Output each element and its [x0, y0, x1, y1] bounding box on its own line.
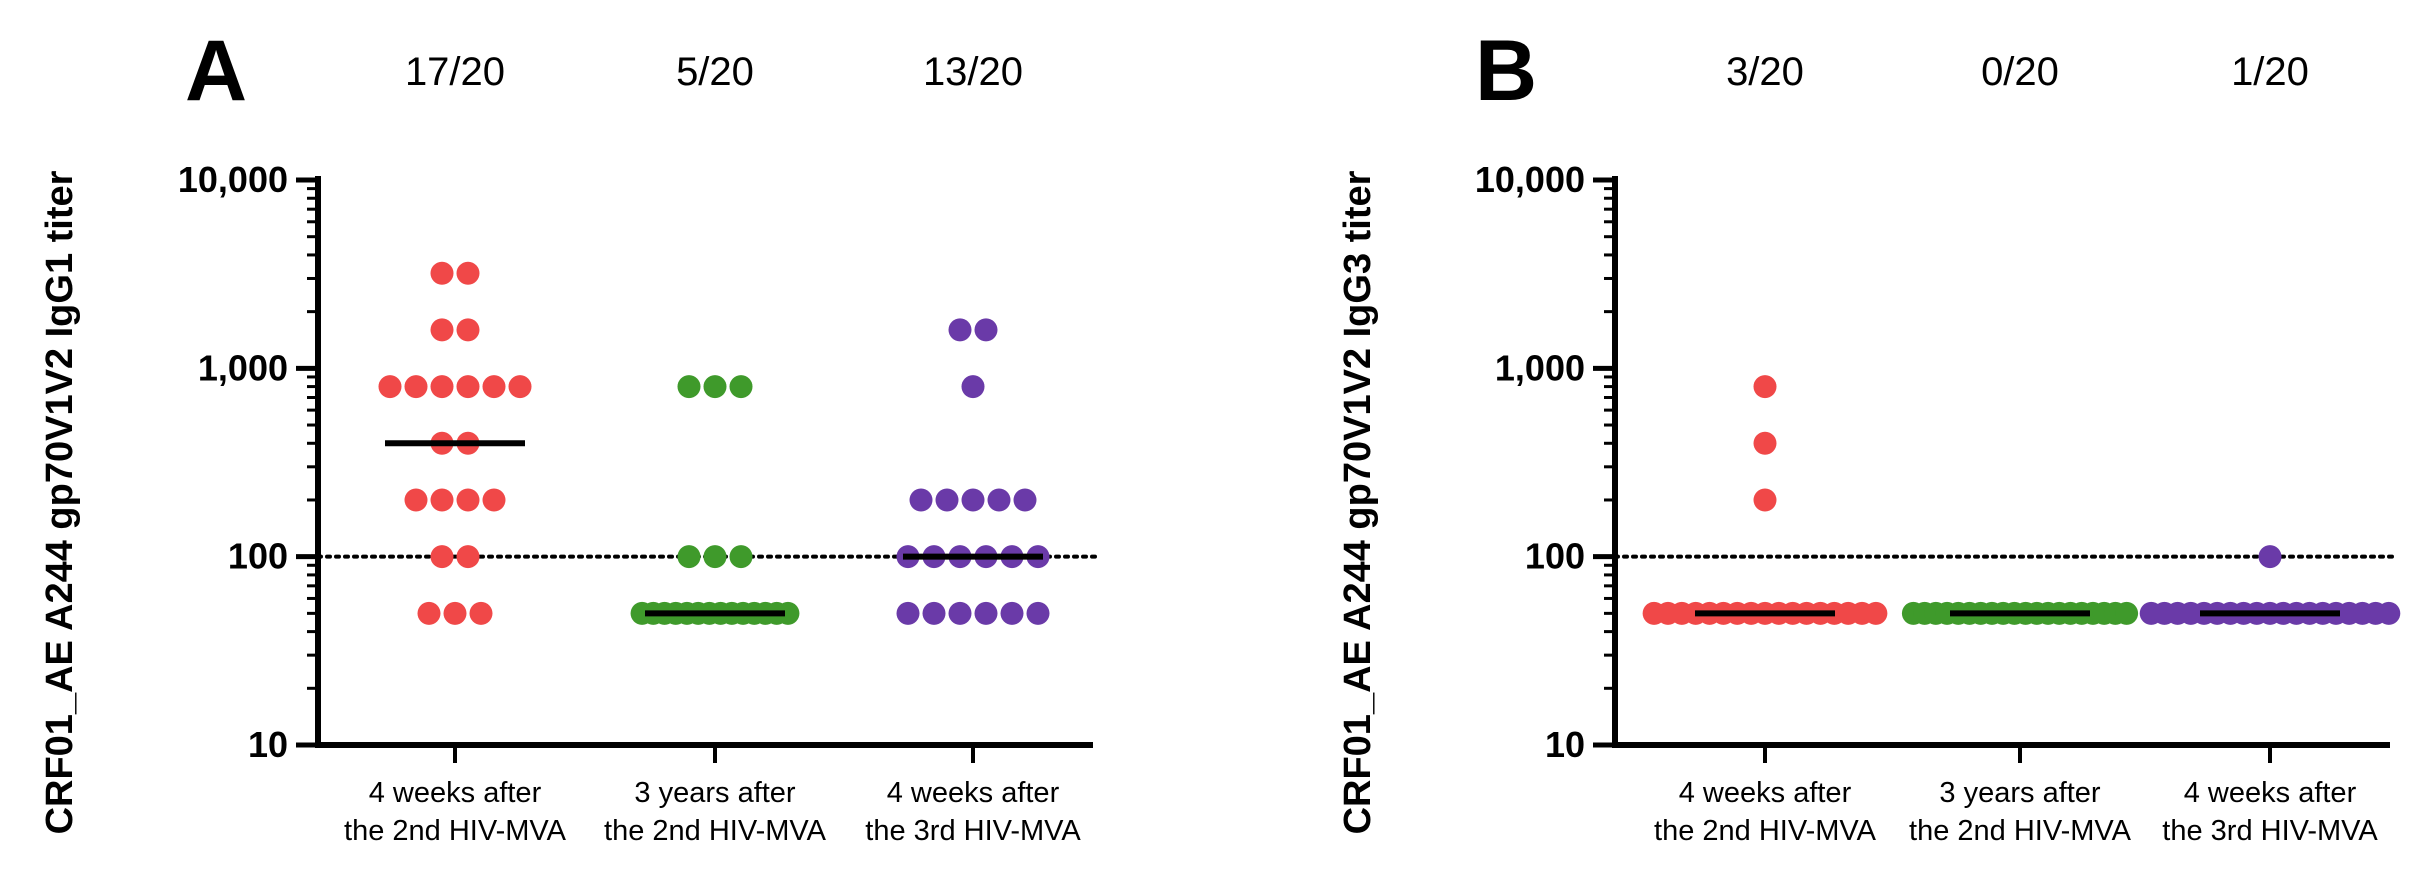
data-point	[896, 601, 920, 625]
panel-a: A CRF01_AE A244 gp70V1V2 IgG1 titer 10 100 1…	[39, 23, 1101, 847]
data-point	[469, 601, 493, 625]
data-point	[974, 318, 998, 342]
x-tick-label: 3 years after	[634, 777, 796, 809]
response-rate: 17/20	[405, 50, 505, 94]
y-tick-label: 10	[1545, 724, 1585, 765]
data-point	[935, 488, 959, 512]
data-point	[2115, 601, 2139, 625]
data-point	[948, 601, 972, 625]
data-point	[404, 488, 428, 512]
response-rate: 0/20	[1981, 50, 2059, 94]
data-point	[404, 375, 428, 399]
y-tick-label: 10,000	[178, 159, 288, 200]
y-tick-label: 1,000	[198, 347, 288, 388]
x-tick-label: the 2nd HIV-MVA	[344, 815, 567, 847]
x-tick-label: 4 weeks after	[1679, 777, 1852, 809]
data-point	[2377, 601, 2401, 625]
data-point	[456, 545, 480, 569]
data-point	[430, 375, 454, 399]
data-point	[1753, 375, 1777, 399]
response-rate: 5/20	[676, 50, 754, 94]
x-tick-label: the 2nd HIV-MVA	[1909, 815, 2132, 847]
x-tick-label: the 3rd HIV-MVA	[865, 815, 1081, 847]
data-point	[456, 488, 480, 512]
data-point	[703, 545, 727, 569]
data-point	[456, 375, 480, 399]
data-point	[456, 318, 480, 342]
data-point	[729, 375, 753, 399]
x-tick-label: 4 weeks after	[369, 777, 542, 809]
x-tick-label: 3 years after	[1939, 777, 2101, 809]
y-tick-label: 10	[248, 724, 288, 765]
data-point	[482, 375, 506, 399]
data-point	[776, 601, 800, 625]
data-point	[987, 488, 1011, 512]
data-point	[1026, 601, 1050, 625]
response-rate: 3/20	[1726, 50, 1804, 94]
y-tick-label: 100	[228, 536, 288, 577]
y-tick-label: 1,000	[1495, 347, 1585, 388]
y-axis-label: CRF01_AE A244 gp70V1V2 IgG1 titer	[39, 170, 81, 834]
data-point	[922, 601, 946, 625]
data-point	[974, 601, 998, 625]
data-point	[948, 318, 972, 342]
response-rate: 1/20	[2231, 50, 2309, 94]
data-point	[1000, 601, 1024, 625]
data-point	[1864, 601, 1888, 625]
data-point	[430, 261, 454, 285]
x-tick-label: the 3rd HIV-MVA	[2162, 815, 2378, 847]
x-tick-label: 4 weeks after	[2184, 777, 2357, 809]
data-point	[1013, 488, 1037, 512]
x-tick-label: the 2nd HIV-MVA	[604, 815, 827, 847]
data-point	[417, 601, 441, 625]
data-point	[909, 488, 933, 512]
panel-b: B CRF01_AE A244 gp70V1V2 IgG3 titer 10 100 1…	[1337, 23, 2401, 847]
data-point	[430, 545, 454, 569]
y-tick-label: 10,000	[1475, 159, 1585, 200]
data-point	[456, 261, 480, 285]
x-tick-label: the 2nd HIV-MVA	[1654, 815, 1877, 847]
x-tick-label: 4 weeks after	[887, 777, 1060, 809]
y-tick-label: 100	[1525, 536, 1585, 577]
panel-letter: A	[185, 23, 247, 119]
data-point	[2258, 545, 2282, 569]
data-point	[1753, 488, 1777, 512]
data-point	[378, 375, 402, 399]
data-point	[1753, 431, 1777, 455]
data-point	[677, 545, 701, 569]
data-point	[508, 375, 532, 399]
data-point	[482, 488, 506, 512]
data-point	[443, 601, 467, 625]
response-rate: 13/20	[923, 50, 1023, 94]
panel-letter: B	[1475, 23, 1537, 119]
data-point	[703, 375, 727, 399]
data-point	[961, 488, 985, 512]
data-point	[430, 318, 454, 342]
y-axis-label: CRF01_AE A244 gp70V1V2 IgG3 titer	[1337, 170, 1379, 834]
data-point	[430, 488, 454, 512]
data-point	[677, 375, 701, 399]
data-point	[961, 375, 985, 399]
data-point	[729, 545, 753, 569]
